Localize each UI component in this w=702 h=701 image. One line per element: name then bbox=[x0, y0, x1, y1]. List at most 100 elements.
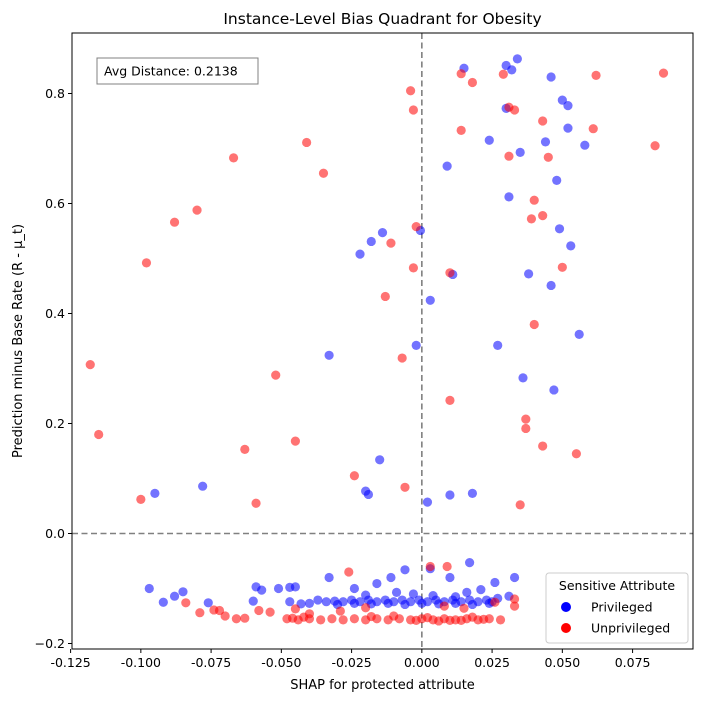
point-unprivileged-16 bbox=[228, 153, 239, 163]
point-privileged-98 bbox=[428, 591, 438, 601]
point-unprivileged-41 bbox=[571, 449, 581, 459]
legend-label-unprivileged: Unprivileged bbox=[591, 621, 670, 636]
point-unprivileged-4 bbox=[498, 69, 508, 79]
point-unprivileged-42 bbox=[349, 471, 359, 481]
point-privileged-100 bbox=[361, 590, 371, 600]
point-unprivileged-93 bbox=[456, 615, 466, 626]
point-unprivileged-2 bbox=[456, 69, 466, 79]
x-tick-label: -0.050 bbox=[261, 655, 301, 670]
point-privileged-55 bbox=[490, 577, 500, 588]
point-unprivileged-11 bbox=[588, 124, 598, 134]
point-privileged-51 bbox=[349, 583, 359, 594]
y-tick-label: 0.6 bbox=[45, 196, 65, 211]
point-privileged-40 bbox=[465, 558, 475, 568]
point-privileged-22 bbox=[524, 269, 534, 279]
point-unprivileged-94 bbox=[467, 612, 478, 622]
point-unprivileged-67 bbox=[240, 613, 250, 623]
plot-frame bbox=[71, 32, 694, 650]
point-unprivileged-38 bbox=[538, 441, 548, 451]
point-unprivileged-57 bbox=[290, 604, 300, 614]
point-unprivileged-25 bbox=[141, 258, 152, 268]
point-unprivileged-92 bbox=[445, 615, 455, 626]
point-privileged-94 bbox=[450, 598, 461, 608]
legend-marker-privileged bbox=[561, 602, 571, 612]
point-privileged-54 bbox=[178, 587, 188, 597]
y-axis-ticks: −0.2 0.0 0.2 0.4 0.6 0.8 bbox=[35, 86, 72, 651]
point-privileged-88 bbox=[349, 598, 359, 608]
point-unprivileged-50 bbox=[181, 598, 191, 608]
y-tick-label: 0.4 bbox=[45, 306, 65, 321]
plot-background bbox=[72, 33, 693, 649]
point-privileged-50 bbox=[273, 583, 284, 594]
point-privileged-19 bbox=[366, 236, 376, 247]
point-privileged-97 bbox=[408, 589, 419, 599]
point-unprivileged-29 bbox=[380, 291, 390, 302]
point-privileged-60 bbox=[169, 591, 180, 601]
point-privileged-43 bbox=[509, 572, 520, 583]
x-tick-label: -0.125 bbox=[50, 655, 90, 670]
point-privileged-10 bbox=[580, 140, 590, 150]
point-privileged-47 bbox=[144, 583, 154, 594]
point-privileged-64 bbox=[285, 597, 295, 607]
point-privileged-7 bbox=[563, 101, 573, 111]
point-privileged-45 bbox=[386, 572, 396, 583]
point-privileged-99 bbox=[450, 592, 461, 602]
y-tick-label: 0.0 bbox=[45, 526, 65, 541]
legend-frame bbox=[545, 572, 689, 644]
point-unprivileged-54 bbox=[231, 614, 241, 624]
point-unprivileged-89 bbox=[299, 612, 309, 622]
point-unprivileged-18 bbox=[529, 195, 539, 205]
point-unprivileged-6 bbox=[408, 105, 419, 115]
point-unprivileged-55 bbox=[254, 605, 264, 616]
point-unprivileged-62 bbox=[459, 603, 469, 613]
point-privileged-2 bbox=[512, 54, 522, 64]
point-privileged-32 bbox=[375, 455, 385, 465]
point-unprivileged-61 bbox=[439, 601, 449, 611]
point-unprivileged-12 bbox=[650, 141, 660, 151]
point-unprivileged-74 bbox=[349, 614, 359, 624]
point-privileged-21 bbox=[566, 241, 576, 251]
point-unprivileged-87 bbox=[495, 615, 506, 625]
point-privileged-31 bbox=[549, 385, 559, 395]
avg-distance-annotation: Avg Distance: 0.2138 bbox=[96, 57, 259, 85]
point-privileged-3 bbox=[507, 65, 517, 75]
point-privileged-25 bbox=[425, 295, 435, 305]
point-privileged-52 bbox=[290, 582, 300, 592]
point-unprivileged-46 bbox=[515, 500, 525, 510]
point-unprivileged-98 bbox=[411, 615, 421, 626]
point-unprivileged-32 bbox=[85, 360, 95, 370]
point-unprivileged-10 bbox=[456, 125, 466, 135]
point-unprivileged-14 bbox=[504, 151, 514, 161]
point-unprivileged-30 bbox=[529, 319, 539, 330]
point-privileged-59 bbox=[372, 578, 382, 589]
y-tick-label: 0.8 bbox=[45, 86, 65, 101]
point-privileged-90 bbox=[383, 598, 393, 608]
point-unprivileged-13 bbox=[302, 137, 312, 148]
point-unprivileged-43 bbox=[400, 482, 410, 492]
point-privileged-101 bbox=[304, 598, 315, 608]
legend-label-privileged: Privileged bbox=[591, 600, 653, 615]
point-unprivileged-33 bbox=[271, 370, 281, 380]
point-unprivileged-34 bbox=[445, 395, 455, 405]
point-privileged-46 bbox=[445, 572, 455, 583]
point-privileged-16 bbox=[377, 228, 388, 238]
point-unprivileged-31 bbox=[397, 353, 407, 363]
point-privileged-62 bbox=[203, 598, 213, 608]
point-privileged-65 bbox=[313, 595, 323, 605]
point-privileged-92 bbox=[417, 598, 427, 608]
point-privileged-57 bbox=[462, 587, 472, 597]
x-tick-label: -0.075 bbox=[191, 655, 231, 670]
chart-title: Instance-Level Bias Quadrant for Obesity bbox=[223, 10, 541, 28]
annotation-box bbox=[96, 57, 259, 85]
point-unprivileged-27 bbox=[408, 263, 419, 273]
point-unprivileged-64 bbox=[509, 601, 520, 611]
x-axis-ticks: -0.125 -0.100 -0.075 -0.050 -0.025 0.000 0.025… bbox=[50, 649, 650, 670]
point-unprivileged-3 bbox=[467, 77, 478, 88]
point-unprivileged-53 bbox=[220, 611, 230, 621]
point-unprivileged-44 bbox=[136, 494, 146, 504]
point-unprivileged-72 bbox=[327, 614, 337, 624]
point-unprivileged-24 bbox=[386, 238, 396, 248]
point-unprivileged-60 bbox=[361, 603, 371, 613]
point-unprivileged-71 bbox=[316, 615, 326, 625]
x-tick-label: 0.000 bbox=[404, 655, 440, 670]
